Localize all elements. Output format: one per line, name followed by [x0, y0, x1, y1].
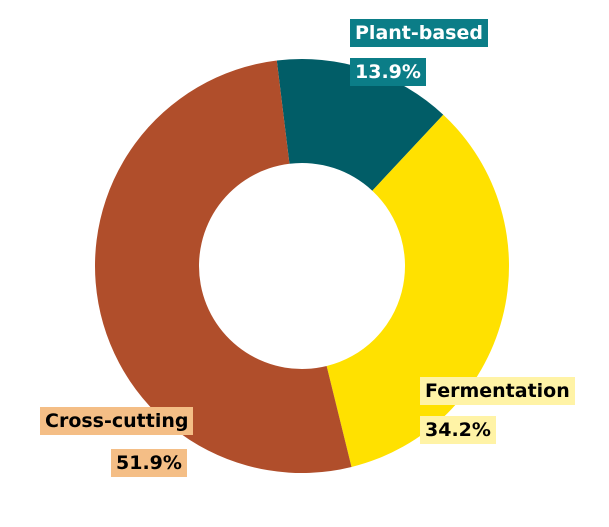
label-plant-based-value: 13.9% — [350, 58, 426, 86]
label-plant-based-name: Plant-based — [350, 19, 488, 47]
slice-cross-cutting — [95, 60, 352, 474]
slice-plant-based — [276, 59, 444, 191]
label-fermentation-name: Fermentation — [420, 377, 575, 405]
label-cross-cutting-value: 51.9% — [111, 449, 187, 477]
label-cross-cutting-name: Cross-cutting — [40, 407, 194, 435]
label-fermentation-value: 34.2% — [420, 416, 496, 444]
